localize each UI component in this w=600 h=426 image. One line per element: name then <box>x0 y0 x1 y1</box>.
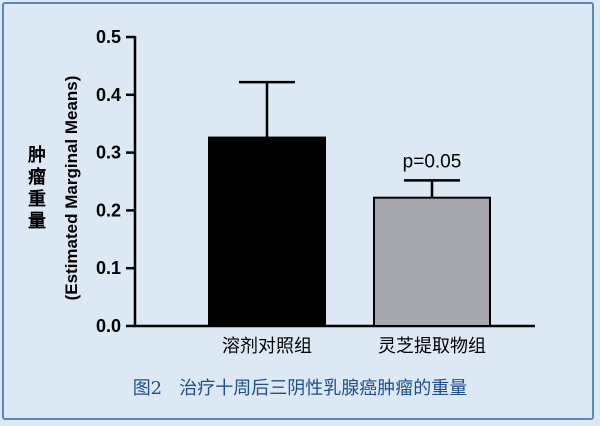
figure-caption: 图2 治疗十周后三阴性乳腺癌肿瘤的重量 <box>132 378 468 399</box>
y-tick-label: 0.3 <box>96 143 121 163</box>
bar <box>373 196 491 327</box>
bar <box>208 136 326 327</box>
svg-text:肿瘤重量: 肿瘤重量 <box>28 144 46 232</box>
y-tick-label: 0.1 <box>96 258 121 278</box>
y-tick-label: 0.2 <box>96 200 121 220</box>
x-category-label: 灵芝提取物组 <box>378 336 486 357</box>
y-axis-label-cn: 肿瘤重量 <box>28 144 46 232</box>
p-value-annotation: p=0.05 <box>403 151 462 172</box>
figure-frame <box>2 2 594 420</box>
x-category-label: 溶剂对照组 <box>222 336 312 357</box>
y-tick-label: 0.0 <box>96 316 121 336</box>
y-axis-label-en: (Estimated Marginal Means) <box>62 76 81 301</box>
y-tick-label: 0.4 <box>96 85 121 105</box>
y-tick-label: 0.5 <box>96 27 121 47</box>
y-axis-title: (Estimated Marginal Means) <box>62 76 81 301</box>
